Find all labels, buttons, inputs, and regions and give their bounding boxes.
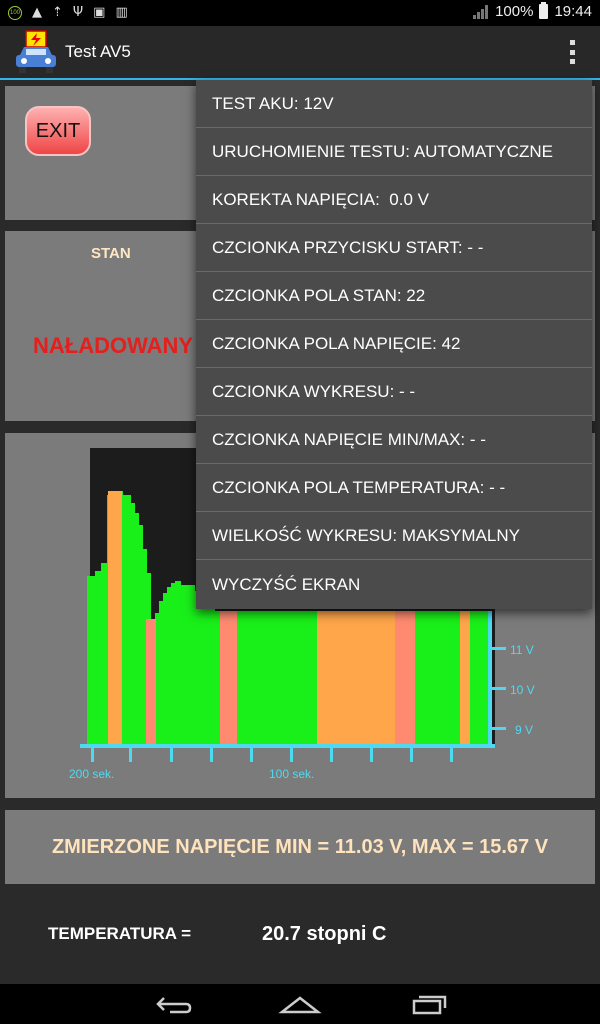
chart-bar-salmon [146,619,156,744]
status-bar: 100 ▲ ⇡ Ψ ▣ ▥ 100% 19:44 [0,0,600,26]
exit-button[interactable]: EXIT [25,106,91,156]
battery-icon [539,2,549,19]
menu-item[interactable]: CZCIONKA POLA NAPIĘCIE: 42 [196,320,592,368]
menu-item[interactable]: CZCIONKA WYKRESU: - - [196,368,592,416]
temperature-label: TEMPERATURA = [48,924,192,943]
usb-icon: Ψ [72,5,84,20]
x-axis-tick [170,748,173,762]
chart-bar-green [167,587,171,744]
notification-icons: 100 ▲ ⇡ Ψ ▣ ▥ [8,4,128,22]
y-axis-tick [492,727,506,730]
menu-item[interactable]: KOREKTA NAPIĘCIA: 0.0 V [196,176,592,224]
menu-item[interactable]: CZCIONKA POLA TEMPERATURA: - - [196,464,592,512]
chart-bar-green [95,571,101,744]
x-tick-label-100: 100 sek. [269,767,314,781]
action-bar: Test AV5 [0,26,600,80]
chart-axes [80,611,506,762]
x-axis-tick [410,748,413,762]
menu-item[interactable]: WIELKOŚĆ WYKRESU: MAKSYMALNY [196,512,592,560]
chart-bar-green [143,549,147,744]
system-status: 100% 19:44 [473,2,592,20]
chart-bar-green [171,583,175,744]
chart-bar-orange [317,611,395,744]
chart-bar-green [155,613,159,744]
upload-icon: ⇡ [52,5,63,20]
x-axis-tick [250,748,253,762]
menu-item[interactable]: CZCIONKA PRZYCISKU START: - - [196,224,592,272]
chart-bar-green [195,591,201,744]
x-axis-tick [450,748,453,762]
menu-item[interactable]: WYCZYŚĆ EKRAN [212,574,361,594]
menu-item[interactable]: TEST AKU: 12V [196,80,592,128]
chart-bar-green [163,593,167,744]
chart-bar-salmon [220,611,237,744]
chart-bar-green [181,585,195,744]
x-axis-tick [290,748,293,762]
x-axis-tick [370,748,373,762]
x-axis-tick [330,748,333,762]
menu-item[interactable]: CZCIONKA NAPIĘCIE MIN/MAX: - - [196,416,592,464]
chart-bar-orange [460,611,470,744]
measured-voltage-text: ZMIERZONE NAPIĘCIE MIN = 11.03 V, MAX = … [5,810,595,884]
chart-bar-green [159,601,163,744]
navigation-bar [0,984,600,1024]
x-axis-tick [210,748,213,762]
y-axis-tick [492,647,506,650]
signal-icon [473,4,489,19]
notification-badge-icon: 100 [8,6,22,20]
stan-value: NAŁADOWANY [33,333,194,358]
temperature-value: 20.7 stopni C [262,923,387,945]
y-tick-label-11: 11 V [510,643,534,657]
y-axis-tick [492,687,506,690]
stan-label: STAN [91,245,131,262]
clock: 19:44 [554,3,592,20]
home-icon[interactable] [278,992,322,1016]
chart-bar-green [87,576,95,744]
x-tick-label-200: 200 sek. [69,767,114,781]
y-tick-label-9: 9 V [515,723,533,737]
chart-bar-green [131,503,135,744]
settings-menu: TEST AKU: 12V URUCHOMIENIE TESTU: AUTOMAT… [196,80,592,609]
y-axis [488,611,492,748]
overflow-menu-icon[interactable] [568,40,576,64]
x-axis-tick [129,748,132,762]
barcode-icon: ▥ [115,5,128,20]
image-icon: ▣ [93,5,106,20]
chart-bar-green [135,513,139,744]
chart-bar-orange [108,491,122,744]
chart-bar-green [123,495,131,744]
back-icon[interactable] [150,992,194,1016]
x-axis-tick [91,748,94,762]
chart-bars [87,491,492,744]
warning-icon: ▲ [32,5,42,20]
y-tick-label-10: 10 V [510,683,535,697]
chart-bar-salmon [395,611,415,744]
menu-item[interactable]: URUCHOMIENIE TESTU: AUTOMATYCZNE [196,128,592,176]
x-axis [80,744,495,748]
chart-bar-green [175,581,181,744]
app-title: Test AV5 [65,42,131,61]
chart-bar-green [139,525,143,744]
chart-bar-green [201,601,215,744]
menu-item[interactable]: CZCIONKA POLA STAN: 22 [196,272,592,320]
app-car-battery-icon[interactable] [14,29,58,75]
recents-icon[interactable] [408,992,452,1016]
chart-bar-green [101,563,107,744]
battery-percent: 100% [495,3,534,20]
